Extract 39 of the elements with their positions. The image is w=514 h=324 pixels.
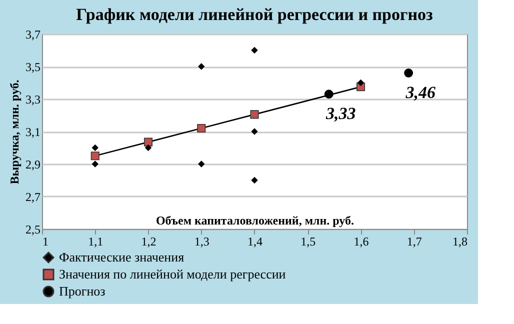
point bbox=[92, 160, 98, 168]
data-label: 3,46 bbox=[404, 83, 436, 102]
point bbox=[144, 138, 153, 146]
point bbox=[92, 144, 98, 152]
y-tick-label: 2,9 bbox=[26, 158, 40, 172]
data-label: 3,33 bbox=[325, 104, 356, 124]
x-tick-label: 1,5 bbox=[300, 234, 316, 248]
y-tick-label: 3,3 bbox=[26, 92, 40, 106]
point bbox=[198, 63, 205, 70]
point bbox=[404, 68, 414, 78]
point bbox=[251, 128, 258, 135]
point bbox=[251, 176, 258, 184]
chart-title: График модели линейной регрессии и прогноз bbox=[76, 5, 434, 24]
x-axis-title: Объем капиталовложений, млн. руб. bbox=[156, 214, 354, 228]
legend-label: Значения по линейной модели регрессии bbox=[59, 266, 286, 282]
point bbox=[357, 79, 364, 86]
y-tick-label: 3,7 bbox=[26, 28, 40, 42]
point bbox=[198, 160, 205, 168]
point bbox=[197, 124, 206, 133]
point bbox=[90, 152, 100, 160]
point bbox=[251, 46, 258, 54]
point bbox=[250, 110, 259, 119]
x-tick-label: 1,1 bbox=[88, 234, 104, 248]
y-tick-label: 2,5 bbox=[26, 222, 40, 236]
point bbox=[324, 90, 334, 99]
y-tick-label: 2,7 bbox=[26, 190, 40, 204]
legend-label: Фактические значения bbox=[59, 250, 184, 264]
x-tick-label: 1,8 bbox=[452, 234, 468, 248]
legend-label: Прогноз bbox=[59, 284, 106, 298]
y-tick-label: 3,5 bbox=[26, 60, 40, 74]
x-tick-label: 1,6 bbox=[354, 234, 369, 248]
x-tick-label: 1 bbox=[42, 234, 48, 248]
x-tick-label: 1,4 bbox=[248, 234, 262, 248]
y-tick-label: 3,1 bbox=[26, 125, 40, 139]
y-axis-title: Выручка, млн. руб. bbox=[8, 80, 22, 184]
point bbox=[144, 144, 152, 152]
x-tick-label: 1,3 bbox=[194, 234, 210, 248]
x-tick-label: 1,7 bbox=[406, 234, 422, 248]
x-tick-label: 1,2 bbox=[141, 234, 156, 248]
